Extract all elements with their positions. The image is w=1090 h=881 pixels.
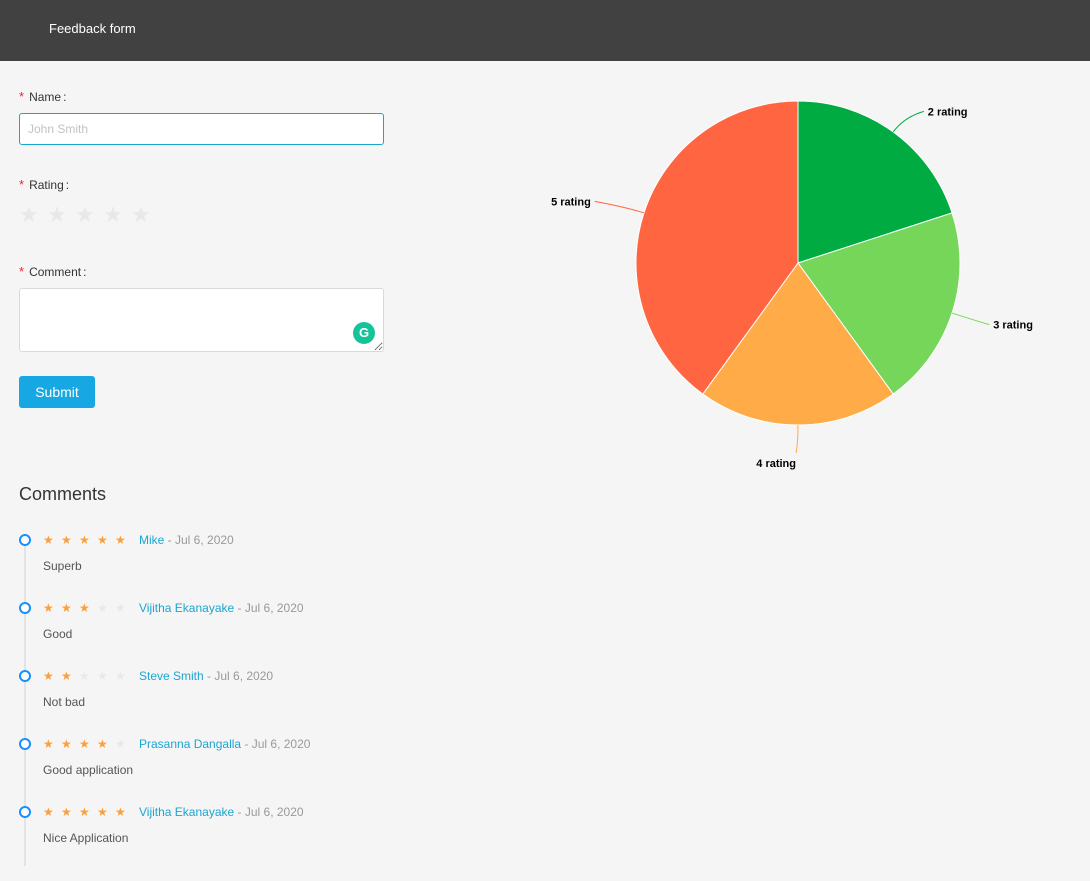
star-icon: ★	[43, 805, 54, 819]
star-icon: ★	[79, 601, 90, 615]
star-icon[interactable]: ★	[103, 202, 123, 227]
comment-item: ★ ★ ★ ★ ★ Prasanna Dangalla - Jul 6, 2020 Good…	[19, 731, 419, 791]
comment-rating: ★ ★ ★ ★ ★	[43, 601, 133, 615]
required-mark: *	[19, 264, 25, 279]
comment-item: ★ ★ ★ ★ ★ Steve Smith - Jul 6, 2020 Not bad	[19, 663, 419, 723]
comment-label: Comment	[29, 265, 82, 279]
star-icon[interactable]: ★	[131, 202, 151, 227]
comment-author-link[interactable]: Prasanna Dangalla	[139, 737, 242, 751]
star-icon: ★	[115, 737, 126, 751]
comment-rating: ★ ★ ★ ★ ★	[43, 805, 133, 819]
comment-text: Good	[43, 627, 73, 641]
star-icon: ★	[79, 737, 90, 751]
grammarly-icon[interactable]: G	[353, 322, 375, 344]
pie-leader-line	[594, 200, 645, 214]
required-mark: *	[19, 177, 25, 192]
rating-label: Rating	[29, 178, 64, 192]
star-icon: ★	[115, 533, 126, 547]
star-icon: ★	[115, 805, 126, 819]
pie-leader-line	[795, 424, 799, 454]
comment-text: Not bad	[43, 695, 86, 709]
comment-date: - Jul 6, 2020	[164, 533, 234, 547]
star-icon: ★	[97, 669, 108, 683]
star-icon: ★	[61, 533, 72, 547]
comment-author-link[interactable]: Vijitha Ekanayake	[139, 601, 235, 615]
star-icon: ★	[97, 533, 108, 547]
timeline-dot	[19, 670, 31, 682]
comment-header: ★ ★ ★ ★ ★ Vijitha Ekanayake - Jul 6, 2020	[43, 599, 304, 617]
star-icon: ★	[43, 737, 54, 751]
submit-button[interactable]: Submit	[19, 376, 95, 408]
comment-rating: ★ ★ ★ ★ ★	[43, 669, 133, 683]
comment-author-link[interactable]: Mike	[139, 533, 165, 547]
star-icon: ★	[61, 737, 72, 751]
rating-pie-chart: 2 rating 3 rating 4 rating 5 rating	[551, 100, 1033, 470]
comment-rating: ★ ★ ★ ★ ★	[43, 737, 133, 751]
star-icon: ★	[97, 601, 108, 615]
star-icon: ★	[79, 533, 90, 547]
star-icon[interactable]: ★	[75, 202, 95, 227]
star-icon[interactable]: ★	[19, 202, 39, 227]
star-icon: ★	[43, 601, 54, 615]
comment-rating: ★ ★ ★ ★ ★	[43, 533, 133, 547]
comments-heading: Comments	[19, 484, 107, 504]
comment-date: - Jul 6, 2020	[203, 669, 274, 683]
star-icon: ★	[79, 669, 90, 683]
comment-date: - Jul 6, 2020	[241, 737, 311, 751]
star-icon: ★	[79, 805, 90, 819]
top-bar: Feedback form	[0, 0, 1090, 61]
name-input[interactable]	[19, 113, 384, 145]
pie-slice[interactable]	[635, 100, 799, 395]
label-colon: :	[63, 90, 67, 104]
star-icon: ★	[115, 669, 126, 683]
comment-header: ★ ★ ★ ★ ★ Vijitha Ekanayake - Jul 6, 2020	[43, 803, 304, 821]
name-label-row: * Name:	[19, 89, 66, 104]
timeline-dot	[19, 738, 31, 750]
rating-label-row: * Rating:	[19, 177, 69, 192]
star-icon: ★	[61, 805, 72, 819]
comment-author-link[interactable]: Vijitha Ekanayake	[139, 805, 235, 819]
star-icon: ★	[61, 669, 72, 683]
comment-textarea[interactable]	[19, 288, 384, 352]
star-icon: ★	[115, 601, 126, 615]
pie-slice[interactable]	[797, 100, 953, 264]
name-label: Name	[29, 90, 62, 104]
timeline-dot	[19, 534, 31, 546]
pie-label: 4 rating	[756, 458, 796, 470]
comment-item: ★ ★ ★ ★ ★ Vijitha Ekanayake - Jul 6, 2020 Nice…	[19, 799, 419, 859]
rating-input[interactable]: ★ ★ ★ ★ ★	[19, 204, 159, 226]
comment-label-row: * Comment:	[19, 264, 86, 279]
pie-slice[interactable]	[797, 212, 961, 395]
comment-header: ★ ★ ★ ★ ★ Mike - Jul 6, 2020	[43, 531, 234, 549]
required-mark: *	[19, 89, 25, 104]
star-icon: ★	[97, 737, 108, 751]
comment-date: - Jul 6, 2020	[234, 805, 304, 819]
label-colon: :	[65, 178, 70, 192]
comment-header: ★ ★ ★ ★ ★ Steve Smith - Jul 6, 2020	[43, 667, 273, 685]
pie-label: 3 rating	[993, 320, 1033, 332]
comment-text: Superb	[43, 559, 82, 573]
timeline-dot	[19, 602, 31, 614]
label-colon: :	[83, 265, 87, 279]
star-icon[interactable]: ★	[47, 202, 67, 227]
comment-item: ★ ★ ★ ★ ★ Mike - Jul 6, 2020 Superb	[19, 527, 419, 587]
comment-text: Good application	[43, 763, 134, 777]
star-icon: ★	[61, 601, 72, 615]
comment-header: ★ ★ ★ ★ ★ Prasanna Dangalla - Jul 6, 2020	[43, 735, 310, 753]
star-icon: ★	[43, 669, 54, 683]
app-title: Feedback form	[49, 21, 136, 36]
comment-author-link[interactable]: Steve Smith	[139, 669, 204, 683]
pie-label: 2 rating	[928, 106, 968, 118]
timeline-line	[24, 540, 26, 866]
comment-text: Nice Application	[43, 831, 129, 845]
star-icon: ★	[43, 533, 54, 547]
pie-leader-line	[892, 110, 924, 133]
comment-date: - Jul 6, 2020	[234, 601, 304, 615]
pie-label: 5 rating	[551, 196, 591, 208]
pie-leader-line	[951, 312, 990, 326]
comment-item: ★ ★ ★ ★ ★ Vijitha Ekanayake - Jul 6, 2020 Good	[19, 595, 419, 655]
star-icon: ★	[97, 805, 108, 819]
timeline-dot	[19, 806, 31, 818]
